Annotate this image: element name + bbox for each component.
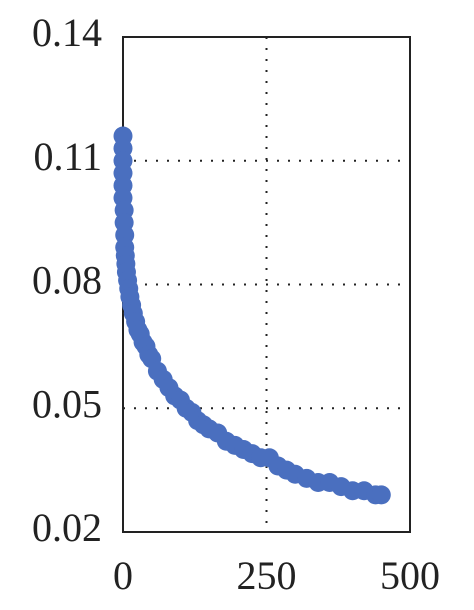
y-tick-label: 0.14 [32,10,102,55]
x-tick-label: 500 [380,553,440,598]
y-tick-label: 0.11 [33,134,102,179]
y-tick-label: 0.02 [32,505,102,550]
y-tick-label: 0.08 [32,258,102,303]
x-tick-label: 0 [113,553,133,598]
y-tick-label: 0.05 [32,381,102,426]
x-tick-label: 250 [237,553,297,598]
point [371,485,391,505]
